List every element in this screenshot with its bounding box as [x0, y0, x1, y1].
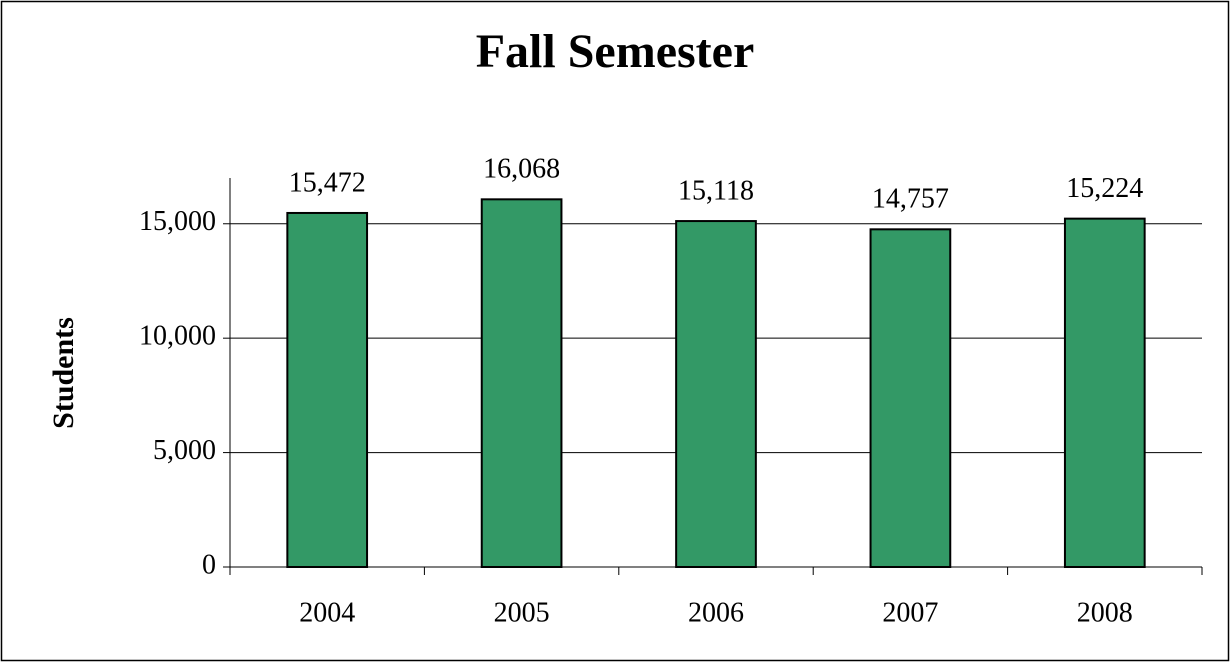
chart-title: Fall Semester — [476, 25, 755, 78]
y-tick-label: 5,000 — [153, 435, 216, 466]
y-tick-label: 15,000 — [139, 206, 216, 237]
x-tick-label: 2008 — [1077, 597, 1133, 628]
bar — [286, 211, 369, 568]
data-label: 14,757 — [872, 184, 949, 215]
bar — [480, 198, 563, 568]
y-axis-label: Students — [47, 317, 80, 429]
data-label: 15,224 — [1066, 173, 1143, 204]
x-tick-label: 2007 — [882, 597, 938, 628]
bar — [675, 220, 757, 569]
x-tick-label: 2004 — [299, 597, 355, 628]
bar — [869, 228, 952, 569]
x-tick-label: 2006 — [688, 597, 744, 628]
data-label: 15,472 — [289, 167, 366, 198]
bar — [1063, 217, 1146, 568]
x-tick-label: 2005 — [494, 597, 550, 628]
data-label: 16,068 — [483, 154, 560, 185]
data-label: 15,118 — [678, 175, 754, 206]
y-tick-label: 10,000 — [139, 321, 216, 352]
y-tick-label: 0 — [202, 549, 216, 580]
